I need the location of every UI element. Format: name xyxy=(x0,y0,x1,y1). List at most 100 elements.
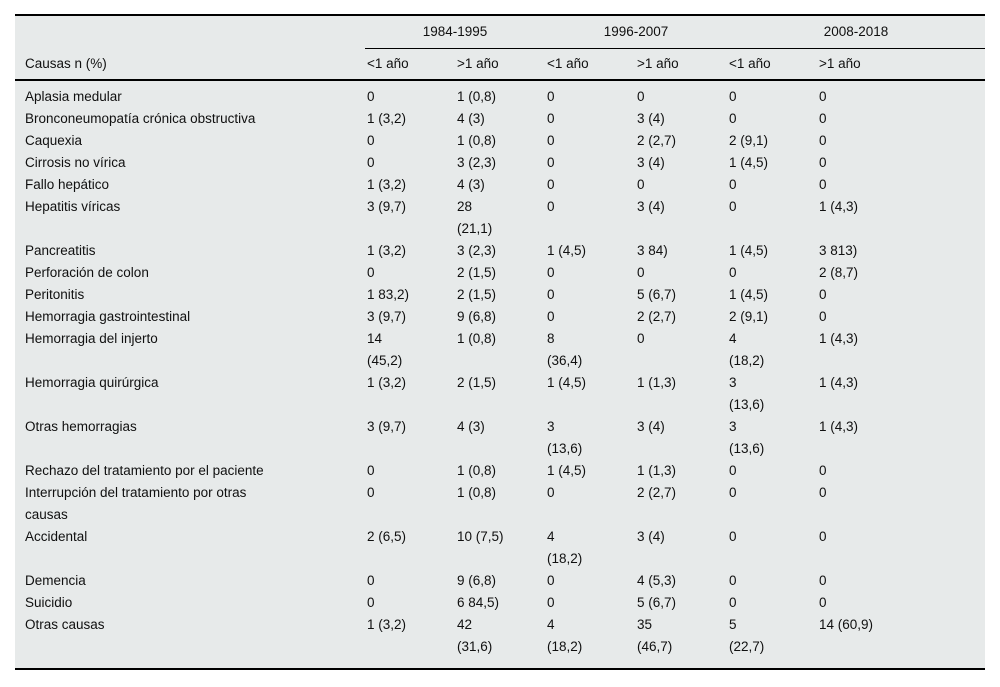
row-cell: 0 xyxy=(729,265,737,280)
row-cell: 2 (1,5) xyxy=(457,375,497,390)
row-cell: 2 (1,5) xyxy=(457,287,497,302)
causes-table-container: 1984-1995 1996-2007 2008-2018 Causas n (… xyxy=(15,14,985,670)
row-cell: 1 (0,8) xyxy=(457,463,497,478)
table-row: Aplasia medular 0 1 (0,8) 0 0 0 0 xyxy=(15,80,985,108)
subheader-lt1-1996: <1 año xyxy=(545,48,635,81)
row-cell: 0 xyxy=(547,265,555,280)
row-label: Hemorragia quirúrgica xyxy=(25,375,159,390)
row-cell: 0 xyxy=(367,485,375,500)
row-cell: 10 (7,5) xyxy=(457,529,504,544)
table-row: Interrupción del tratamiento por otras c… xyxy=(15,482,985,526)
row-cell: 14 (45,2) xyxy=(367,331,403,368)
period-header-1996-2007: 1996-2007 xyxy=(545,15,727,49)
table-row: Pancreatitis 1 (3,2) 3 (2,3) 1 (4,5) 3 8… xyxy=(15,240,985,262)
row-cell: 1 (4,5) xyxy=(547,375,587,390)
table-row: Hemorragia gastrointestinal 3 (9,7) 9 (6… xyxy=(15,306,985,328)
row-cell: 3 (9,7) xyxy=(367,309,407,324)
row-cell: 4 (18,2) xyxy=(547,617,583,654)
row-cell: 0 xyxy=(547,573,555,588)
row-cell: 0 xyxy=(367,89,375,104)
row-cell: 1 (4,5) xyxy=(547,463,587,478)
row-cell: 2 (1,5) xyxy=(457,265,497,280)
row-cell: 0 xyxy=(367,265,375,280)
row-cell: 3 (13,6) xyxy=(547,419,583,456)
row-cell: 0 xyxy=(819,463,827,478)
row-cell: 0 xyxy=(547,133,555,148)
row-cell: 3 (4) xyxy=(637,111,665,126)
row-cell: 2 (9,1) xyxy=(729,309,769,324)
row-cell: 0 xyxy=(367,133,375,148)
row-cell: 28 (21,1) xyxy=(457,199,493,236)
row-cell: 4 (3) xyxy=(457,111,485,126)
row-cell: 1 (4,5) xyxy=(729,155,769,170)
row-cell: 1 (3,2) xyxy=(367,111,407,126)
row-cell: 5 (22,7) xyxy=(729,617,765,654)
row-cell: 0 xyxy=(819,529,827,544)
row-cell: 0 xyxy=(367,595,375,610)
table-row: Accidental 2 (6,5) 10 (7,5) 4 (18,2) 3 (… xyxy=(15,526,985,570)
row-label: Hemorragia gastrointestinal xyxy=(25,309,191,324)
row-cell: 2 (8,7) xyxy=(819,265,859,280)
row-cell: 0 xyxy=(819,133,827,148)
row-cell: 1 (4,5) xyxy=(729,243,769,258)
row-cell: 42 (31,6) xyxy=(457,617,493,654)
row-cell: 0 xyxy=(547,199,555,214)
row-cell: 3 (13,6) xyxy=(729,375,765,412)
row-cell: 1 (4,3) xyxy=(819,375,859,390)
row-cell: 4 (18,2) xyxy=(729,331,765,368)
row-cell: 3 (13,6) xyxy=(729,419,765,456)
subheader-lt1-2008: <1 año xyxy=(727,48,817,81)
row-cell: 4 (18,2) xyxy=(547,529,583,566)
row-label: Hepatitis víricas xyxy=(25,199,121,214)
row-cell: 9 (6,8) xyxy=(457,573,497,588)
row-cell: 1 (4,5) xyxy=(547,243,587,258)
table-row: Perforación de colon 0 2 (1,5) 0 0 0 2 (… xyxy=(15,262,985,284)
row-cell: 4 (5,3) xyxy=(637,573,677,588)
row-cell: 3 (4) xyxy=(637,199,665,214)
row-cell: 0 xyxy=(819,309,827,324)
row-cell: 0 xyxy=(729,595,737,610)
causes-table: 1984-1995 1996-2007 2008-2018 Causas n (… xyxy=(15,14,985,670)
period-header-2008-2018: 2008-2018 xyxy=(727,15,985,49)
row-cell: 3 84) xyxy=(637,243,668,258)
row-cell: 0 xyxy=(547,595,555,610)
table-row: Fallo hepático 1 (3,2) 4 (3) 0 0 0 0 xyxy=(15,174,985,196)
row-cell: 2 (2,7) xyxy=(637,133,677,148)
row-cell: 1 83,2) xyxy=(367,287,410,302)
row-cell: 0 xyxy=(547,309,555,324)
table-row: Hepatitis víricas 3 (9,7) 28 (21,1) 0 3 … xyxy=(15,196,985,240)
subheader-gt1-1984: >1 año xyxy=(455,48,545,81)
row-cell: 3 (2,3) xyxy=(457,243,497,258)
row-label: Perforación de colon xyxy=(25,265,149,280)
row-cell: 14 (60,9) xyxy=(819,617,874,632)
row-cell: 1 (0,8) xyxy=(457,485,497,500)
row-cell: 1 (1,3) xyxy=(637,463,677,478)
row-cell: 9 (6,8) xyxy=(457,309,497,324)
row-cell: 0 xyxy=(729,485,737,500)
row-cell: 1 (3,2) xyxy=(367,617,407,632)
row-cell: 3 813) xyxy=(819,243,858,258)
row-cell: 0 xyxy=(819,287,827,302)
subheader-gt1-1996: >1 año xyxy=(635,48,727,81)
table-row: Bronconeumopatía crónica obstructiva 1 (… xyxy=(15,108,985,130)
row-label: Otras hemorragias xyxy=(25,419,137,434)
row-cell: 0 xyxy=(819,89,827,104)
row-cell: 0 xyxy=(729,529,737,544)
row-cell: 1 (0,8) xyxy=(457,89,497,104)
row-cell: 0 xyxy=(729,177,737,192)
row-label: Demencia xyxy=(25,573,86,588)
row-label: Fallo hepático xyxy=(25,177,110,192)
row-cell: 1 (1,3) xyxy=(637,375,677,390)
row-cell: 0 xyxy=(819,573,827,588)
row-label: Bronconeumopatía crónica obstructiva xyxy=(25,111,256,126)
row-cell: 3 (4) xyxy=(637,529,665,544)
table-row: Hemorragia quirúrgica 1 (3,2) 2 (1,5) 1 … xyxy=(15,372,985,416)
table-header: 1984-1995 1996-2007 2008-2018 Causas n (… xyxy=(15,15,985,81)
row-cell: 1 (3,2) xyxy=(367,375,407,390)
row-cell: 0 xyxy=(729,111,737,126)
row-cell: 2 (9,1) xyxy=(729,133,769,148)
row-cell: 0 xyxy=(547,155,555,170)
row-cell: 0 xyxy=(819,177,827,192)
row-cell: 0 xyxy=(547,89,555,104)
